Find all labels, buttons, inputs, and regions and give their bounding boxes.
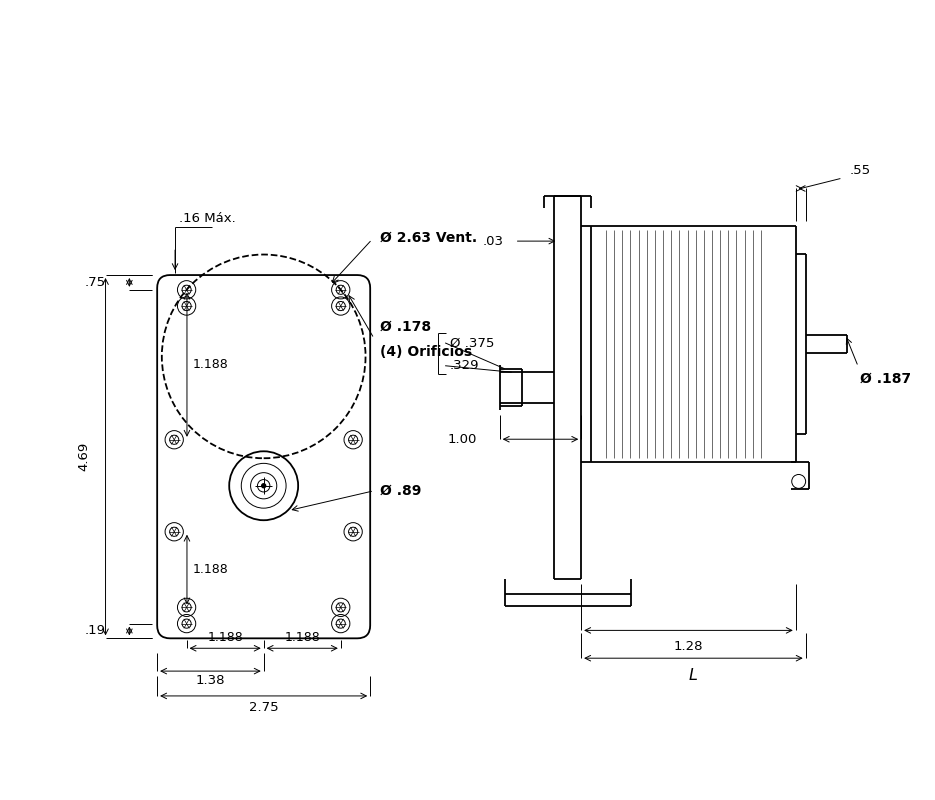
- Text: .75: .75: [85, 276, 107, 289]
- Text: 1.188: 1.188: [193, 358, 229, 371]
- Text: Ø .375: Ø .375: [450, 336, 495, 350]
- Text: Ø .187: Ø .187: [860, 372, 912, 386]
- Text: Ø .89: Ø .89: [381, 484, 422, 498]
- Text: (4) Orificios: (4) Orificios: [381, 345, 472, 358]
- FancyBboxPatch shape: [157, 275, 370, 638]
- Text: .16 Máx.: .16 Máx.: [179, 213, 236, 226]
- Text: .55: .55: [850, 163, 870, 177]
- Text: Ø .178: Ø .178: [381, 320, 431, 334]
- Text: 1.188: 1.188: [284, 631, 320, 644]
- Text: 1.188: 1.188: [208, 631, 243, 644]
- Text: 4.69: 4.69: [78, 442, 90, 471]
- Text: .03: .03: [482, 234, 503, 248]
- Text: 2.75: 2.75: [249, 701, 279, 714]
- Text: Ø 2.63 Vent.: Ø 2.63 Vent.: [381, 230, 477, 244]
- Text: L: L: [689, 668, 698, 683]
- Text: .19: .19: [85, 625, 106, 638]
- Circle shape: [262, 484, 266, 488]
- Text: 1.28: 1.28: [674, 640, 703, 654]
- Text: 1.00: 1.00: [447, 433, 477, 446]
- Text: 1.188: 1.188: [193, 563, 229, 576]
- Text: 1.38: 1.38: [195, 674, 225, 687]
- Text: .329: .329: [450, 359, 480, 372]
